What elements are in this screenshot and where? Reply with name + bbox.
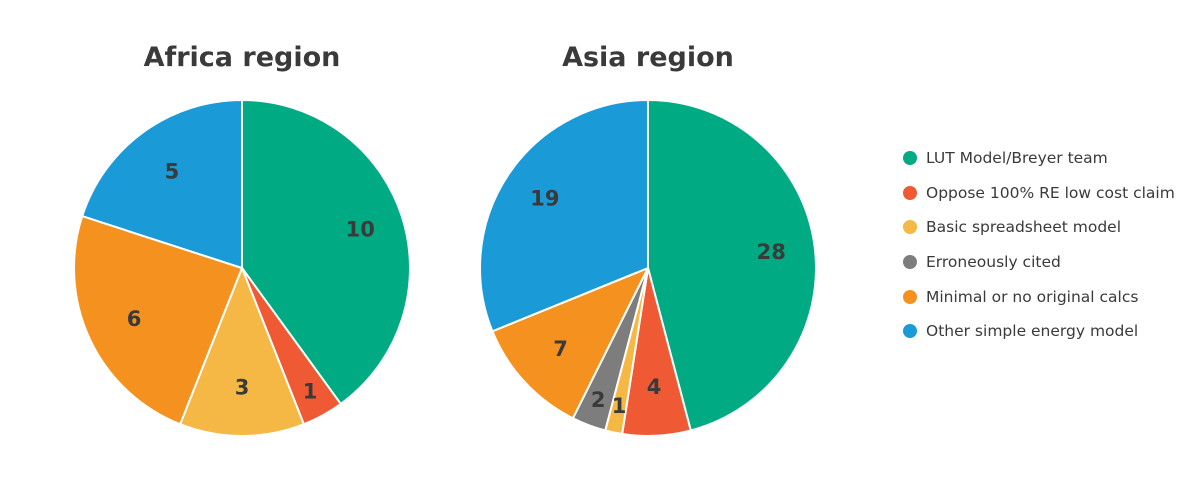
asia-pie-chart: Asia region 28 412 7 19 (479, 42, 817, 437)
pie-slice-other-simple-energy-model (479, 99, 649, 333)
slice-value-label: 4 (647, 375, 662, 399)
legend-item-erroneously-cited: Erroneously cited (903, 245, 1193, 280)
slice-value-label: 10 (346, 218, 375, 242)
legend-label: Other simple energy model (926, 322, 1139, 341)
legend: LUT Model/Breyer team Oppose 100% RE low… (903, 141, 1193, 349)
africa-pie-chart: Africa region 10 1 3 6 5 (73, 42, 411, 437)
slice-value-label: 1 (612, 394, 627, 418)
legend-swatch (903, 289, 917, 304)
legend-swatch (903, 151, 917, 166)
legend-item-oppose: Oppose 100% RE low cost claim (903, 176, 1193, 211)
slice-value-label: 3 (235, 375, 250, 399)
slice-value-label: 7 (553, 337, 568, 361)
legend-item-other-model: Other simple energy model (903, 314, 1193, 349)
legend-item-basic-spreadsheet: Basic spreadsheet model (903, 210, 1193, 245)
pie-slice-other-simple-energy-model (81, 99, 243, 269)
legend-item-lut-model: LUT Model/Breyer team (903, 141, 1193, 176)
pie-slice-minimal-or-no-original-calcs (491, 267, 649, 420)
slice-value-label: 28 (757, 240, 786, 264)
pie-slice-basic-spreadsheet-model (179, 267, 305, 437)
pie-slice-lut-model-breyer-team (647, 99, 817, 432)
slice-value-label: 6 (127, 307, 142, 331)
slice-value-label: 19 (530, 187, 559, 211)
legend-item-minimal-calcs: Minimal or no original calcs (903, 279, 1193, 314)
pie-slice-minimal-or-no-original-calcs (73, 215, 243, 426)
slice-value-label: 1 (303, 380, 318, 404)
legend-swatch (903, 220, 917, 235)
legend-label: Minimal or no original calcs (926, 287, 1139, 306)
legend-label: Basic spreadsheet model (926, 218, 1122, 237)
asia-chart-title: Asia region (562, 42, 734, 73)
legend-label: Erroneously cited (926, 253, 1061, 272)
legend-label: Oppose 100% RE low cost claim (926, 183, 1175, 202)
legend-label: LUT Model/Breyer team (926, 149, 1108, 168)
africa-chart-title: Africa region (144, 42, 341, 73)
slice-value-label: 5 (165, 160, 180, 184)
legend-swatch (903, 255, 917, 270)
legend-swatch (903, 185, 917, 200)
slice-value-label: 2 (591, 388, 606, 412)
legend-swatch (903, 324, 917, 339)
pie-slice-lut-model-breyer-team (241, 99, 411, 405)
